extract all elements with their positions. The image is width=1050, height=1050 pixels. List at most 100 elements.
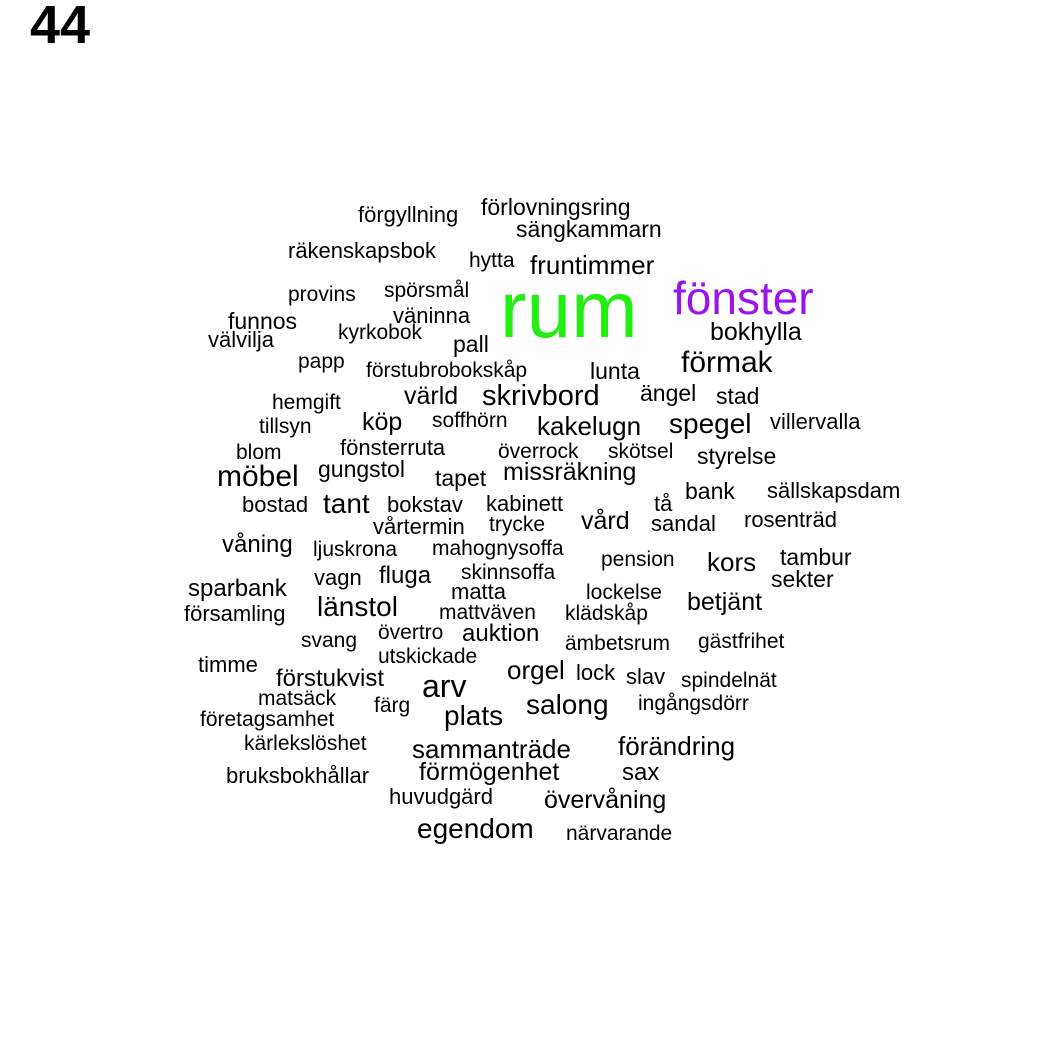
cloud-word: förstukvist (276, 665, 385, 692)
figure-number: 44 (30, 0, 91, 55)
cloud-word: kakelugn (537, 411, 642, 441)
cloud-word: sparbank (188, 575, 287, 602)
cloud-word: plats (444, 700, 504, 731)
cloud-word: vård (581, 507, 630, 535)
cloud-word: kyrkobok (338, 321, 423, 344)
cloud-word: förmögenhet (419, 758, 560, 786)
cloud-word: sängkammarn (516, 216, 662, 242)
cloud-word: mattväven (439, 601, 536, 624)
cloud-word: överrock (498, 440, 579, 463)
cloud-word: orgel (507, 655, 565, 685)
cloud-word: fruntimmer (530, 250, 655, 280)
cloud-word: lock (576, 660, 616, 685)
cloud-word: bokstav (387, 492, 463, 517)
cloud-word: spindelnät (681, 669, 777, 692)
cloud-word: ingångsdörr (638, 692, 749, 715)
cloud-word: våning (222, 531, 293, 558)
cloud-word: sandal (651, 511, 716, 536)
cloud-word: timme (198, 652, 258, 677)
cloud-word: skötsel (608, 440, 674, 463)
cloud-word: närvarande (566, 822, 673, 845)
cloud-word: fönsterruta (340, 435, 446, 460)
cloud-word: färg (374, 694, 411, 717)
cloud-word: övertro (378, 621, 444, 644)
cloud-word: hemgift (272, 391, 341, 414)
cloud-word: välvilja (208, 327, 275, 352)
cloud-word: förmak (681, 346, 773, 379)
cloud-word: auktion (462, 620, 540, 647)
cloud-word: egendom (417, 813, 534, 844)
cloud-word: matsäck (258, 687, 337, 710)
cloud-word: vagn (314, 565, 362, 590)
cloud-word: svang (301, 629, 358, 652)
cloud-word: ämbetsrum (565, 632, 671, 655)
cloud-word: pension (601, 548, 675, 571)
cloud-word: rosenträd (744, 507, 837, 532)
cloud-word: klädskåp (565, 602, 648, 625)
cloud-word: skrivbord (482, 380, 600, 412)
cloud-word: utskickade (378, 645, 478, 668)
cloud-word: salong (526, 689, 609, 720)
cloud-word: värld (404, 382, 459, 410)
cloud-word: hytta (469, 249, 515, 272)
cloud-word: tå (654, 491, 673, 516)
cloud-word: skinnsoffa (461, 561, 556, 584)
cloud-word: fluga (379, 562, 432, 589)
cloud-word: kärlekslöshet (244, 732, 367, 755)
cloud-word: förstubrobokskåp (366, 359, 528, 382)
cloud-word: församling (184, 601, 286, 626)
cloud-word: möbel (217, 460, 299, 493)
cloud-word: rum (500, 265, 638, 354)
cloud-word: övervåning (544, 786, 667, 814)
cloud-word: stad (716, 383, 760, 409)
cloud-word: spörsmål (384, 279, 470, 302)
cloud-word: bruksbokhållar (226, 763, 370, 788)
cloud-word: företagsamhet (200, 708, 335, 731)
cloud-word: bank (685, 478, 735, 504)
cloud-word: mahognysoffa (432, 537, 564, 560)
cloud-word: papp (298, 350, 345, 373)
cloud-word: bostad (242, 492, 309, 517)
cloud-word: matta (451, 579, 507, 604)
cloud-word: villervalla (770, 409, 861, 434)
cloud-word: länstol (317, 591, 398, 622)
cloud-word: missräkning (503, 458, 637, 486)
cloud-word: ljuskrona (313, 538, 398, 561)
cloud-word: lockelse (586, 581, 662, 604)
cloud-word: kabinett (486, 491, 564, 516)
cloud-word: betjänt (687, 588, 763, 616)
cloud-word: förgyllning (358, 202, 459, 227)
cloud-word: soffhörn (432, 409, 508, 432)
cloud-word: kors (707, 547, 757, 577)
cloud-word: fönster (673, 272, 814, 324)
cloud-word: förändring (618, 731, 736, 761)
cloud-word: tapet (435, 465, 487, 491)
cloud-word: slav (626, 664, 666, 689)
cloud-word: sax (622, 759, 660, 786)
cloud-word: provins (288, 283, 356, 306)
cloud-word: bokhylla (710, 318, 802, 346)
cloud-word: huvudgärd (389, 784, 493, 809)
cloud-word: pall (453, 331, 489, 357)
cloud-word: funnos (228, 308, 298, 334)
cloud-word: sekter (771, 566, 834, 592)
cloud-word: sällskapsdam (767, 478, 901, 503)
cloud-word: tant (323, 488, 370, 519)
cloud-word: väninna (393, 303, 471, 328)
cloud-word: spegel (669, 408, 752, 439)
cloud-word: lunta (590, 358, 640, 384)
cloud-word: sammanträde (412, 734, 571, 764)
cloud-word: vårtermin (373, 514, 465, 539)
cloud-word: styrelse (697, 443, 777, 469)
cloud-word: köp (362, 408, 403, 436)
cloud-word: trycke (489, 513, 546, 536)
cloud-word: förlovningsring (481, 194, 631, 220)
cloud-word: gungstol (318, 456, 405, 482)
cloud-word: arv (422, 668, 467, 704)
cloud-word: tillsyn (259, 415, 312, 438)
cloud-word: tambur (780, 544, 852, 570)
cloud-word: räkenskapsbok (288, 238, 436, 263)
cloud-word: gästfrihet (698, 630, 785, 653)
cloud-word: blom (236, 441, 282, 464)
